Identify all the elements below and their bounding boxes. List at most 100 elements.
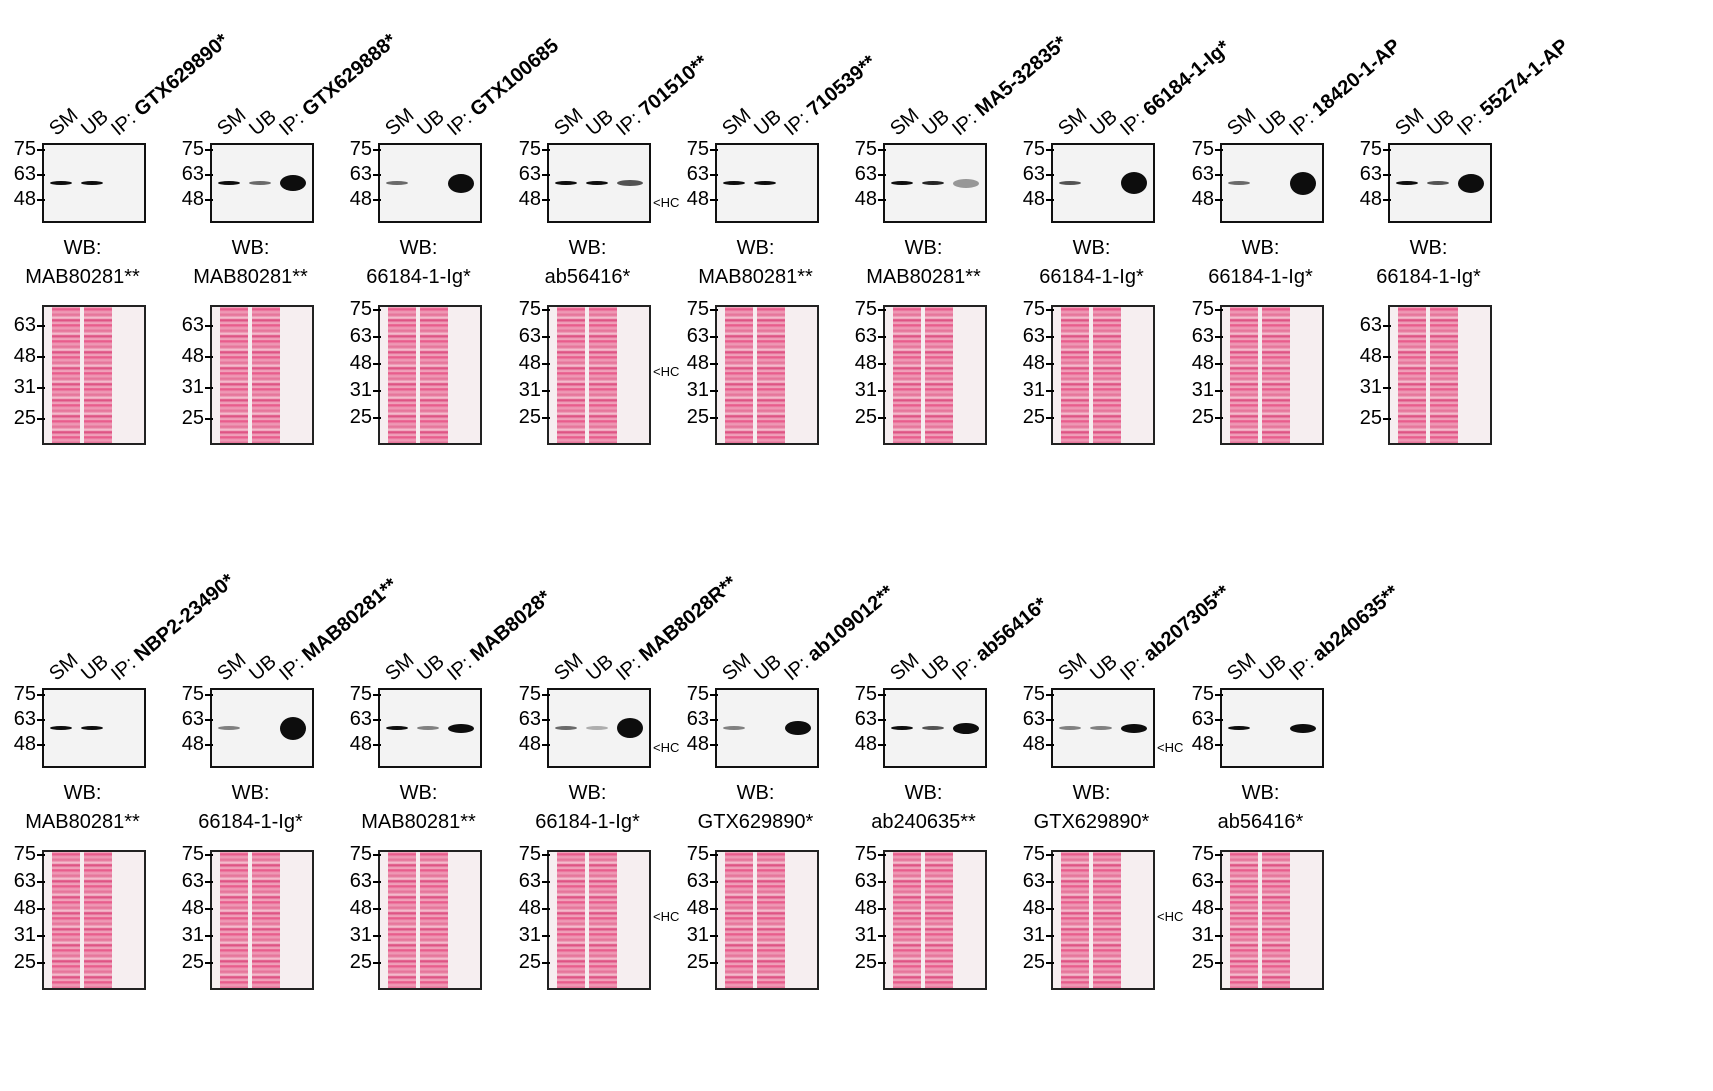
stain-lane bbox=[1061, 307, 1089, 443]
ip-antibody-label: IP: 55274-1-AP bbox=[1453, 35, 1573, 141]
western-blot-image bbox=[378, 143, 482, 223]
wb-prefix: WB: bbox=[904, 782, 943, 804]
protein-band bbox=[1090, 726, 1112, 730]
mw-marker: 75 bbox=[841, 298, 886, 321]
stain-lane bbox=[420, 852, 448, 988]
protein-band bbox=[50, 726, 72, 730]
protein-band bbox=[417, 726, 439, 730]
protein-band bbox=[586, 181, 608, 185]
western-blot-image bbox=[883, 143, 987, 223]
mw-marker: 48 bbox=[841, 897, 886, 920]
mw-marker: 48 bbox=[673, 188, 718, 211]
mw-marker: 75 bbox=[673, 138, 718, 161]
protein-band bbox=[953, 722, 979, 734]
protein-band bbox=[723, 181, 745, 185]
blot-panel: SM UB IP: NBP2-23490* 75 63 48 WB: MAB80281** 75… bbox=[0, 545, 239, 1045]
protein-band bbox=[723, 726, 745, 730]
mw-marker: 63 bbox=[841, 708, 886, 731]
wb-prefix: WB: bbox=[1409, 237, 1448, 259]
mw-marker: 48 bbox=[1346, 345, 1391, 368]
protein-band bbox=[386, 726, 408, 730]
mw-marker: 48 bbox=[1346, 188, 1391, 211]
mw-marker: 75 bbox=[1009, 683, 1054, 706]
wb-prefix: WB: bbox=[1072, 237, 1111, 259]
mw-marker: 31 bbox=[1009, 379, 1054, 402]
blot-panel: SM UB IP: MAB80281** 75 63 48 WB: 66184-1-Ig* 75… bbox=[168, 545, 402, 1045]
blot-panel: SM UB IP: ab207305** 75 63 48 <HC WB: GTX629890*… bbox=[1009, 545, 1234, 1045]
protein-band bbox=[249, 181, 271, 185]
wb-antibody-name: MAB80281** bbox=[25, 266, 140, 288]
mw-marker: 75 bbox=[168, 843, 213, 866]
protein-band bbox=[1121, 172, 1147, 194]
mw-marker: 48 bbox=[1178, 352, 1223, 375]
mw-marker: 75 bbox=[505, 843, 550, 866]
protein-band bbox=[1290, 171, 1316, 195]
wb-prefix: WB: bbox=[1241, 237, 1280, 259]
mw-marker: 25 bbox=[1009, 951, 1054, 974]
mw-marker: 25 bbox=[1346, 407, 1391, 430]
ponceau-stain-image bbox=[1220, 850, 1324, 990]
mw-marker: 48 bbox=[0, 188, 45, 211]
mw-marker: 25 bbox=[841, 406, 886, 429]
heavy-chain-marker: <HC bbox=[653, 740, 680, 755]
western-blot-image bbox=[547, 688, 651, 768]
mw-marker: 25 bbox=[841, 951, 886, 974]
mw-marker: 75 bbox=[1178, 298, 1223, 321]
mw-marker: 75 bbox=[1178, 843, 1223, 866]
mw-marker: 75 bbox=[1009, 843, 1054, 866]
mw-marker: 31 bbox=[168, 376, 213, 399]
mw-marker: 48 bbox=[336, 188, 381, 211]
stain-lane bbox=[252, 852, 280, 988]
mw-marker: 63 bbox=[0, 708, 45, 731]
mw-marker: 31 bbox=[0, 924, 45, 947]
protein-band bbox=[1458, 173, 1484, 193]
stain-lane bbox=[589, 307, 617, 443]
western-blot-image bbox=[715, 688, 819, 768]
stain-lane bbox=[1262, 852, 1290, 988]
protein-band bbox=[1396, 181, 1418, 185]
heavy-chain-marker: <HC bbox=[653, 364, 680, 379]
mw-marker: 48 bbox=[1178, 188, 1223, 211]
stain-lane bbox=[84, 852, 112, 988]
mw-marker: 25 bbox=[168, 951, 213, 974]
blot-panel: SM UB IP: ab56416* 75 63 48 WB: ab240635** 75 63 4… bbox=[841, 545, 1052, 1045]
protein-band bbox=[50, 181, 72, 185]
mw-marker: 63 bbox=[168, 870, 213, 893]
mw-marker: 48 bbox=[841, 188, 886, 211]
mw-marker: 63 bbox=[336, 325, 381, 348]
mw-marker: 25 bbox=[1178, 406, 1223, 429]
mw-marker: 48 bbox=[673, 733, 718, 756]
western-blot-image bbox=[210, 688, 314, 768]
western-blot-image bbox=[1051, 143, 1155, 223]
mw-marker: 31 bbox=[841, 924, 886, 947]
ponceau-stain-image bbox=[883, 305, 987, 445]
wb-prefix: WB: bbox=[568, 237, 607, 259]
heavy-chain-marker: <HC bbox=[1157, 909, 1184, 924]
mw-marker: 25 bbox=[168, 407, 213, 430]
stain-lane bbox=[220, 307, 248, 443]
mw-marker: 31 bbox=[336, 924, 381, 947]
stain-lane bbox=[1262, 307, 1290, 443]
mw-marker: 75 bbox=[1346, 138, 1391, 161]
ponceau-stain-image bbox=[210, 850, 314, 990]
wb-antibody-name: GTX629890* bbox=[1033, 811, 1150, 833]
western-blot-image bbox=[210, 143, 314, 223]
mw-marker: 75 bbox=[841, 683, 886, 706]
stain-lane bbox=[1398, 307, 1426, 443]
mw-marker: 25 bbox=[336, 406, 381, 429]
stain-lane bbox=[252, 307, 280, 443]
western-blot-image bbox=[715, 143, 819, 223]
stain-lane bbox=[925, 307, 953, 443]
mw-marker: 63 bbox=[1178, 163, 1223, 186]
mw-marker: 63 bbox=[168, 163, 213, 186]
mw-marker: 25 bbox=[1009, 406, 1054, 429]
mw-marker: 75 bbox=[1009, 298, 1054, 321]
protein-band bbox=[617, 180, 643, 186]
protein-band bbox=[953, 178, 979, 188]
mw-marker: 48 bbox=[336, 352, 381, 375]
protein-band bbox=[555, 726, 577, 730]
protein-band bbox=[448, 723, 474, 733]
stain-lane bbox=[925, 852, 953, 988]
wb-prefix: WB: bbox=[63, 782, 102, 804]
protein-band bbox=[81, 726, 103, 730]
